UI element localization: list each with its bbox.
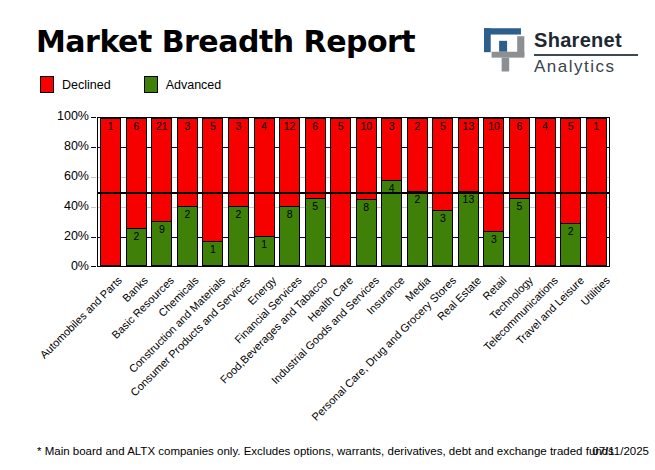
- advanced-count-label: 5: [508, 200, 531, 212]
- legend-item-advanced: Advanced: [144, 76, 222, 93]
- advanced-count-label: 3: [482, 233, 505, 245]
- advanced-segment: 2: [228, 206, 249, 266]
- declined-count-label: 6: [508, 120, 531, 132]
- declined-count-label: 6: [304, 120, 327, 132]
- advanced-segment: 5: [305, 198, 326, 266]
- declined-count-label: 21: [150, 120, 173, 132]
- advanced-segment: 8: [279, 206, 300, 266]
- advanced-count-label: 3: [431, 212, 454, 224]
- advanced-count-label: 1: [201, 243, 224, 255]
- plot-area: 1622193251324112865510834225313131036545…: [97, 117, 610, 267]
- advanced-count-label: 13: [457, 193, 480, 205]
- advanced-count-label: 2: [559, 225, 582, 237]
- report-title: Market Breadth Report: [36, 24, 415, 59]
- advanced-segment: 2: [177, 206, 198, 266]
- advanced-segment: 2: [407, 191, 428, 266]
- declined-count-label: 3: [380, 120, 403, 132]
- chart-area: 1622193251324112865510834225313131036545…: [97, 117, 610, 267]
- declined-count-label: 2: [406, 120, 429, 132]
- y-axis-label: 20%: [39, 229, 89, 243]
- advanced-count-label: 1: [253, 238, 276, 250]
- declined-count-label: 1: [99, 120, 122, 132]
- y-axis-label: 100%: [39, 109, 89, 123]
- advanced-count-label: 2: [125, 230, 148, 242]
- logo-brand-sub: Analytics: [534, 57, 638, 77]
- advanced-count-label: 8: [278, 208, 301, 220]
- y-tick-40: [91, 207, 96, 208]
- advanced-color-swatch: [144, 76, 158, 93]
- advanced-count-label: 2: [227, 208, 250, 220]
- sharenet-logo-icon: [484, 28, 526, 77]
- declined-count-label: 5: [329, 120, 352, 132]
- advanced-segment: 1: [254, 236, 275, 266]
- fifty-percent-line: [98, 192, 609, 194]
- advanced-legend-label: Advanced: [166, 78, 222, 92]
- legend-item-declined: Declined: [40, 76, 111, 93]
- y-axis-label: 60%: [39, 169, 89, 183]
- declined-count-label: 4: [253, 120, 276, 132]
- y-axis-label: 80%: [39, 139, 89, 153]
- declined-count-label: 1: [585, 120, 608, 132]
- declined-count-label: 6: [125, 120, 148, 132]
- advanced-count-label: 5: [304, 200, 327, 212]
- advanced-segment: 1: [202, 241, 223, 266]
- report-date: 07/11/2025: [592, 445, 649, 457]
- advanced-count-label: 8: [355, 201, 378, 213]
- advanced-count-label: 2: [406, 193, 429, 205]
- declined-count-label: 10: [482, 120, 505, 132]
- declined-count-label: 5: [431, 120, 454, 132]
- declined-count-label: 5: [201, 120, 224, 132]
- y-tick-20: [91, 237, 96, 238]
- chart-legend: Declined Advanced: [40, 76, 221, 93]
- advanced-segment: 2: [560, 223, 581, 266]
- declined-count-label: 12: [278, 120, 301, 132]
- y-axis-label: 40%: [39, 199, 89, 213]
- advanced-segment: 5: [509, 198, 530, 266]
- advanced-segment: 9: [151, 221, 172, 266]
- declined-count-label: 3: [176, 120, 199, 132]
- logo-text: Sharenet Analytics: [534, 28, 638, 77]
- y-axis-label: 0%: [39, 259, 89, 273]
- footnote: * Main board and ALTX companies only. Ex…: [37, 445, 614, 457]
- declined-legend-label: Declined: [62, 78, 111, 92]
- advanced-segment: 3: [483, 231, 504, 266]
- y-tick-0: [91, 266, 96, 267]
- declined-count-label: 3: [227, 120, 250, 132]
- advanced-count-label: 9: [150, 223, 173, 235]
- declined-count-label: 4: [534, 120, 557, 132]
- advanced-segment: 2: [126, 228, 147, 266]
- advanced-segment: 3: [432, 210, 453, 266]
- logo-brand-name: Sharenet: [534, 29, 638, 52]
- advanced-segment: 13: [458, 191, 479, 266]
- category-label: Automobiles and Parts: [38, 274, 125, 361]
- y-tick-80: [91, 147, 96, 148]
- y-tick-100: [91, 117, 96, 118]
- declined-count-label: 13: [457, 120, 480, 132]
- declined-count-label: 10: [355, 120, 378, 132]
- declined-color-swatch: [40, 76, 54, 93]
- logo-divider: [534, 54, 638, 56]
- advanced-count-label: 2: [176, 208, 199, 220]
- advanced-segment: 8: [356, 199, 377, 266]
- sharenet-logo: Sharenet Analytics: [484, 28, 638, 77]
- declined-count-label: 5: [559, 120, 582, 132]
- y-tick-60: [91, 177, 96, 178]
